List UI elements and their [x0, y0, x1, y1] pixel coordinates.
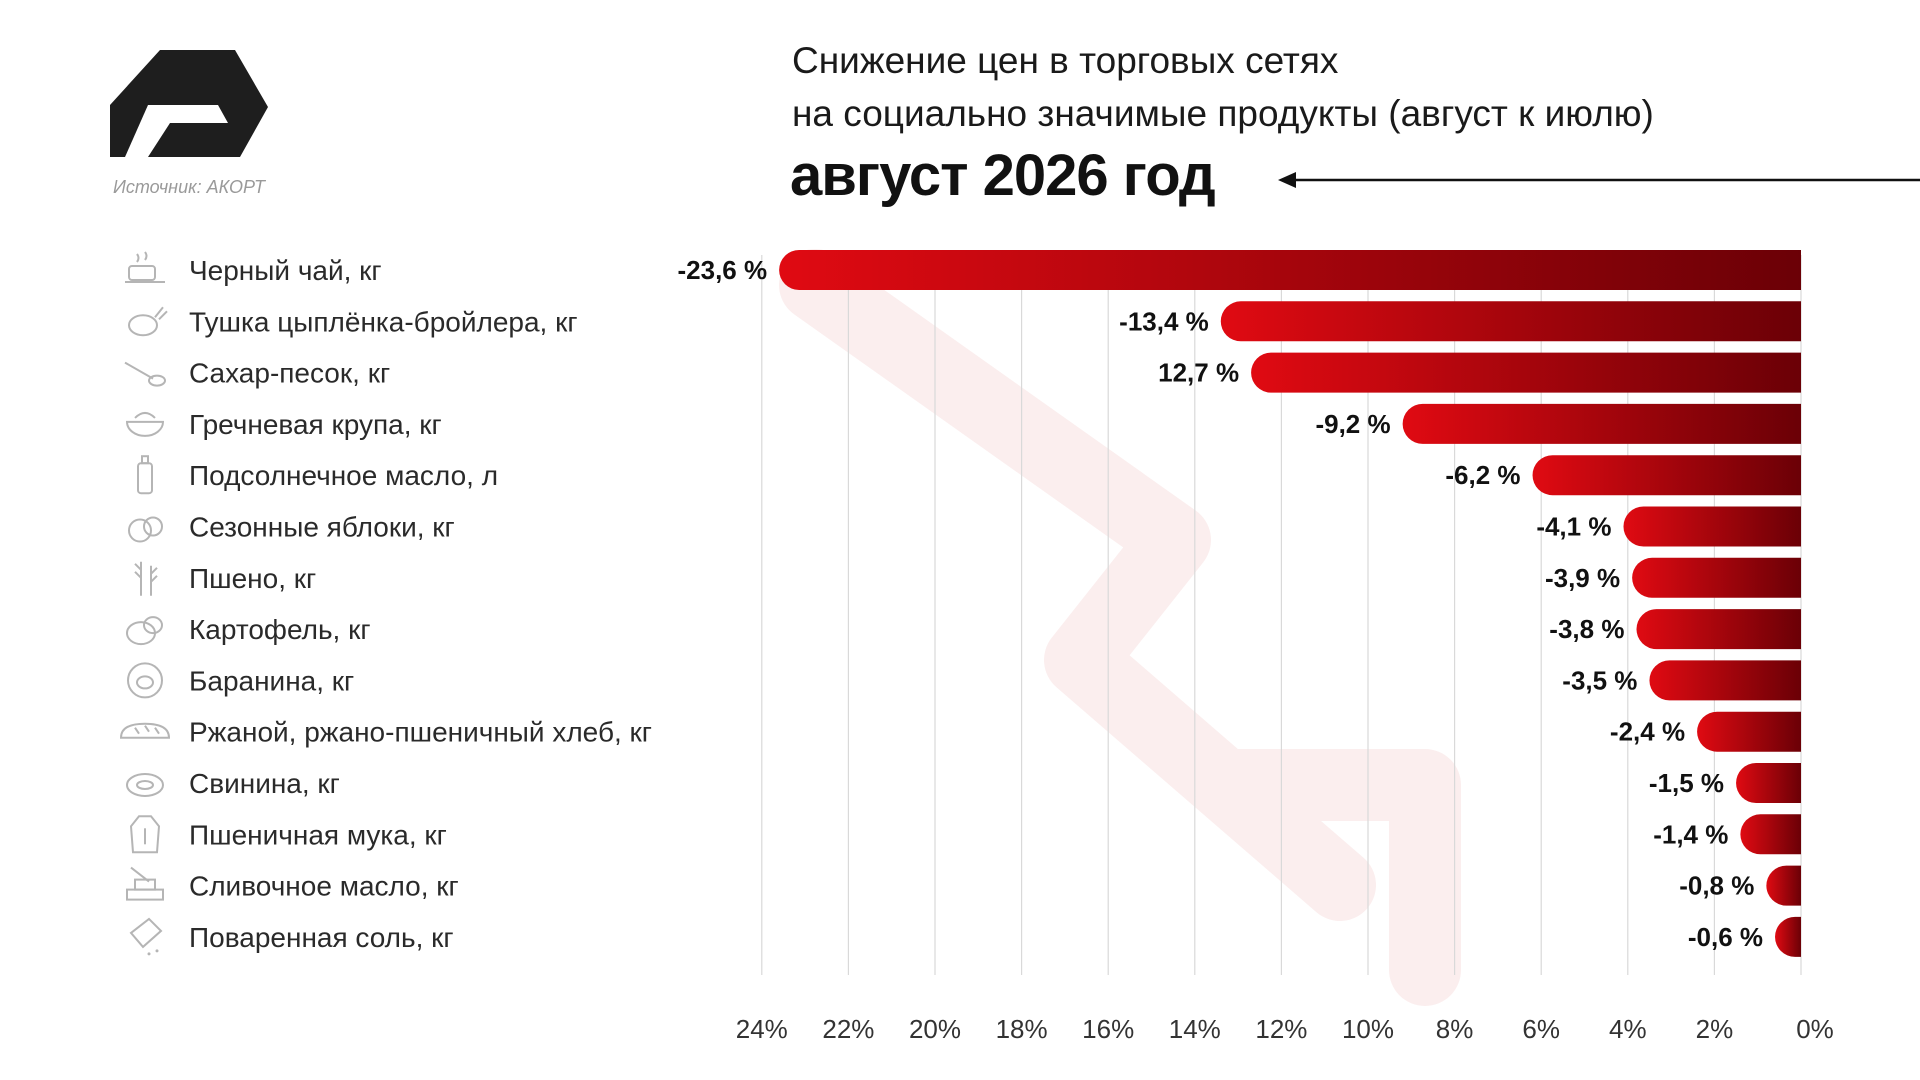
category-label: Тушка цыплёнка-бройлера, кг: [189, 306, 578, 337]
value-label: -1,5 %: [1649, 768, 1724, 798]
buckwheat-bowl-icon: [125, 411, 165, 437]
x-tick-label: 10%: [1342, 1014, 1394, 1044]
value-label: -3,5 %: [1562, 665, 1637, 695]
value-label: -0,8 %: [1679, 871, 1754, 901]
bar: [1775, 916, 1801, 957]
value-label: -3,9 %: [1545, 563, 1620, 593]
value-label: -9,2 %: [1315, 409, 1390, 439]
down-trend-arrow-watermark: [779, 249, 1461, 1006]
chart-subtitle: август 2026 год: [790, 143, 1216, 208]
sheep-icon: [127, 662, 163, 699]
category-label: Сезонные яблоки, кг: [189, 512, 455, 543]
x-tick-label: 4%: [1609, 1014, 1647, 1044]
x-tick-label: 20%: [909, 1014, 961, 1044]
tea-cup-icon: [125, 251, 165, 283]
x-tick-label: 22%: [822, 1014, 874, 1044]
bars: [779, 250, 1801, 957]
x-axis-ticks: 24% 22% 20% 18% 16% 14% 12% 10% 8% 6% 4% 2% 0%: [736, 1014, 1834, 1044]
value-label: -0,6 %: [1688, 922, 1763, 952]
bar: [1740, 814, 1801, 855]
bar: [1649, 660, 1801, 701]
millet-icon: [134, 561, 158, 596]
oil-bottle-icon: [137, 455, 153, 495]
category-label: Пшено, кг: [189, 563, 316, 594]
category-label: Сахар-песок, кг: [189, 358, 390, 389]
chart-title-line-2: на социально значимые продукты (август к…: [792, 93, 1654, 134]
value-label: -3,8 %: [1549, 614, 1624, 644]
bread-icon: [119, 722, 171, 739]
category-icons: [119, 251, 171, 956]
category-label: Поваренная соль, кг: [189, 922, 454, 953]
pork-steak-icon: [126, 773, 164, 797]
x-tick-label: 14%: [1169, 1014, 1221, 1044]
x-tick-label: 2%: [1696, 1014, 1734, 1044]
bar: [1766, 865, 1801, 906]
bar: [779, 250, 1801, 290]
bar: [1736, 763, 1801, 803]
category-label: Сливочное масло, кг: [189, 871, 459, 902]
value-label: -6,2 %: [1445, 460, 1520, 490]
bar: [1220, 301, 1801, 342]
value-label: 12,7 %: [1158, 358, 1239, 388]
value-label: -4,1 %: [1536, 512, 1611, 542]
x-tick-label: 12%: [1255, 1014, 1307, 1044]
apple-icon: [128, 516, 163, 543]
bar: [1697, 711, 1801, 752]
value-label: -13,4 %: [1119, 306, 1209, 336]
value-label: -1,4 %: [1653, 819, 1728, 849]
flour-bag-icon: [129, 815, 161, 854]
potato-icon: [126, 616, 163, 646]
category-label: Свинина, кг: [189, 768, 340, 799]
left-arrow-icon: [1278, 172, 1920, 188]
x-tick-label: 6%: [1522, 1014, 1560, 1044]
category-label: Картофель, кг: [189, 614, 371, 645]
x-tick-label: 24%: [736, 1014, 788, 1044]
category-label: Пшеничная мука, кг: [189, 819, 447, 850]
company-logo: [110, 50, 268, 157]
category-labels: Черный чай, кг Тушка цыплёнка-бройлера, к…: [189, 255, 652, 953]
chart-title-line-1: Снижение цен в торговых сетях: [792, 40, 1339, 81]
bar: [1636, 609, 1801, 650]
x-tick-label: 16%: [1082, 1014, 1134, 1044]
butter-icon: [126, 866, 164, 901]
bar: [1532, 455, 1801, 496]
value-label: -23,6 %: [678, 255, 768, 285]
category-label: Баранина, кг: [189, 665, 354, 696]
category-label: Подсолнечное масло, л: [189, 460, 498, 491]
category-label: Гречневая крупа, кг: [189, 409, 442, 440]
value-label: -2,4 %: [1610, 717, 1685, 747]
bar: [1251, 352, 1801, 393]
source-note: Источник: АКОРТ: [113, 177, 266, 197]
bar: [1402, 403, 1801, 444]
category-label: Черный чай, кг: [189, 255, 382, 286]
chicken-icon: [128, 306, 168, 337]
x-tick-label: 18%: [996, 1014, 1048, 1044]
sugar-spoon-icon: [124, 361, 166, 387]
x-tick-label: 0%: [1796, 1014, 1834, 1044]
x-tick-label: 8%: [1436, 1014, 1474, 1044]
value-labels: -23,6 % -13,4 % 12,7 % -9,2 % -6,2 % -4,1 % -3…: [678, 255, 1764, 952]
bar: [1623, 506, 1801, 547]
bar: [1632, 557, 1801, 598]
category-label: Ржаной, ржано-пшеничный хлеб, кг: [189, 717, 652, 748]
salt-icon: [129, 917, 163, 956]
